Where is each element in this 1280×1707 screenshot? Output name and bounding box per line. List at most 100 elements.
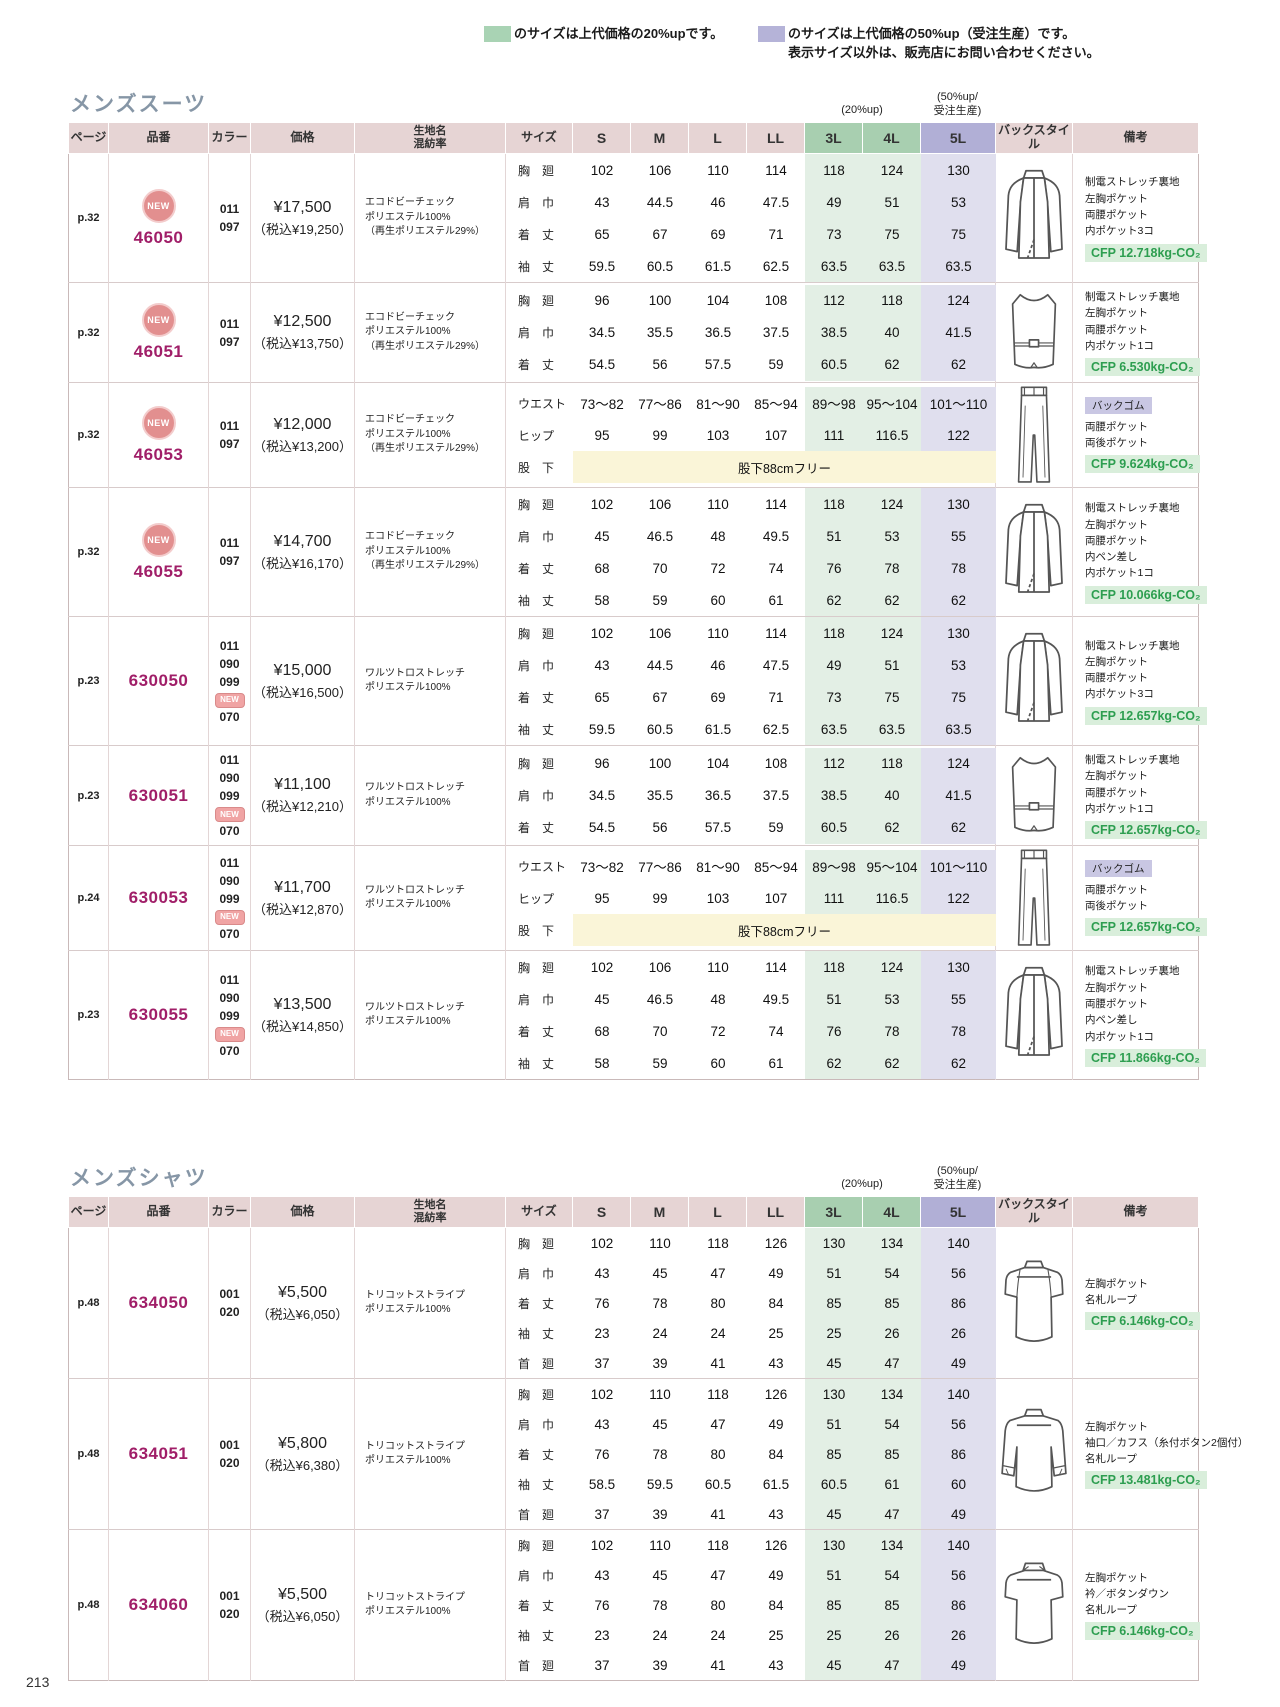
measurement-value: 51 (805, 983, 863, 1016)
measurement-value: 85 (805, 1590, 863, 1620)
measurement-value: 51 (805, 1409, 863, 1439)
measurement-value: 124 (921, 284, 996, 317)
remarks-cell: 制電ストレッチ裏地 左胸ポケット 両腰ポケット 内ポケット3コ CFP 12.718kg… (1072, 153, 1207, 283)
measurement-value: 37.5 (762, 788, 790, 804)
measurement-value: 126 (764, 1537, 788, 1553)
measurement-value: 130 (805, 1530, 863, 1560)
fabric-line: （再生ポリエステル29%） (365, 560, 486, 572)
remark-line: 左胸ポケット (1085, 770, 1148, 783)
measurement-value: 62 (805, 584, 863, 617)
measurement-value: 102 (590, 625, 614, 641)
measurement-value: 60.5 (646, 721, 674, 737)
measurement-value: 130 (805, 1228, 863, 1258)
measurement-value: 58 (594, 592, 610, 608)
cfp-label: CFP 9.624kg-CO₂ (1085, 455, 1200, 474)
measurement-value: 85 (863, 1590, 921, 1620)
measurement-label: 着 丈 (518, 227, 555, 242)
col-header-4: 生地名 混紡率 (354, 1196, 506, 1228)
remark-line: 名札ループ (1085, 1294, 1137, 1306)
measurement-value: 41 (710, 1506, 726, 1522)
remark-line: 左胸ポケット (1085, 192, 1148, 205)
measurement-value: 62 (921, 1047, 996, 1080)
measurement-value: 54.5 (588, 820, 616, 836)
fabric-line: （再生ポリエステル29%） (365, 443, 486, 455)
measurements-cell: ウエスト 73～82 77～86 81～90 85～94 89～98 95～104 101～1… (505, 845, 996, 951)
col-header-2: カラー (208, 1196, 251, 1228)
measurement-value: 24 (710, 1627, 726, 1643)
measurement-value: 70 (652, 1023, 668, 1039)
measurement-value: 75 (863, 681, 921, 714)
color-code: 097 (219, 554, 240, 569)
remark-line: 制電ストレッチ裏地 (1085, 502, 1180, 515)
measurement-value: 26 (863, 1318, 921, 1348)
remark-line: 両腰ポケット (1085, 997, 1148, 1010)
green-legend-swatch (484, 26, 511, 42)
label-50up: (50%up/受注生産) (910, 90, 1005, 119)
remarks-cell: 左胸ポケット 名札ループ CFP 6.146kg-CO₂ (1072, 1227, 1200, 1379)
measurement-value: 54 (863, 1409, 921, 1439)
measurement-value: 24 (652, 1325, 668, 1341)
measurement-value: 49 (768, 1265, 784, 1281)
measurement-value: 49.5 (762, 991, 790, 1007)
remarks-cell: 左胸ポケット 袖口／カフス（糸付ボタン2個付） 名札ループ CFP 13.481kg-… (1072, 1378, 1248, 1530)
measurement-value: 49 (768, 1416, 784, 1432)
measurement-value: 110 (707, 496, 729, 512)
fabric-cell: トリコットストライプ ポリエステル100% (354, 1227, 506, 1379)
fabric-line: エコドビーチェック (365, 197, 455, 209)
measurement-value: 49 (768, 1567, 784, 1583)
price: ¥11,700 (274, 878, 331, 896)
remarks-cell: 制電ストレッチ裏地 左胸ポケット 両腰ポケット 内ペン差し 内ポケット1コ CFP 10.… (1072, 487, 1207, 617)
measurement-value: 45 (805, 1650, 863, 1680)
measurement-value: 114 (765, 162, 787, 178)
measurement-value: 47.5 (762, 194, 790, 210)
pants-back-illustration (996, 846, 1072, 950)
measurement-value: 102 (590, 496, 614, 512)
back-gum-badge: バックゴム (1085, 396, 1152, 414)
remark-line: 両後ポケット (1085, 900, 1148, 913)
remark-line: 名札ループ (1085, 1453, 1137, 1466)
measurement-label: 着 丈 (518, 690, 555, 705)
col-header-13: バックスタイル (995, 122, 1073, 154)
fabric-cell: トリコットストライプ ポリエステル100% (354, 1378, 506, 1530)
fabric-line: エコドビーチェック (365, 414, 455, 426)
fabric-line: ポリエステル100% (365, 1304, 451, 1315)
col-header-2: カラー (208, 122, 251, 154)
new-badge: NEW (214, 692, 245, 708)
price: ¥11,100 (274, 776, 331, 794)
measurement-value: 63.5 (805, 250, 863, 282)
measurement-value: 78 (652, 1597, 668, 1613)
measurement-value: 78 (863, 552, 921, 585)
measurement-value: 67 (652, 689, 668, 705)
measurement-value: 104 (706, 756, 730, 772)
remarks: バックゴム 両腰ポケット 両後ポケット CFP 9.624kg-CO₂ (1085, 396, 1200, 474)
measurement-value: 61.5 (762, 1476, 790, 1492)
remark-line: 制電ストレッチ裏地 (1085, 965, 1180, 978)
measurement-value: 130 (805, 1379, 863, 1409)
label-50up-line2: 受注生産) (933, 1179, 982, 1192)
measurement-value: 126 (764, 1386, 788, 1402)
fabric-cell: エコドビーチェック ポリエステル100% （再生ポリエステル29%） (354, 153, 506, 283)
measurement-value: 23 (594, 1627, 610, 1643)
col-header-11: 4L (862, 1196, 921, 1228)
measurement-value: 61 (863, 1469, 921, 1499)
price-tax: （税込¥16,170） (253, 555, 352, 571)
measurement-value: 37 (594, 1506, 610, 1522)
measurement-value: 68 (594, 1023, 610, 1039)
col-header-5: サイズ (505, 122, 573, 154)
col-header-12: 5L (920, 122, 996, 154)
measurement-value: 96 (594, 756, 610, 772)
measurement-label: 胸 廻 (518, 294, 555, 309)
legend-20up-text: のサイズは上代価格の20%upです。 (514, 26, 724, 41)
fabric-line: ワルツトロストレッチ (365, 782, 465, 794)
measurement-value: 44.5 (646, 194, 674, 210)
remark-line: 両腰ポケット (1085, 672, 1148, 685)
measurement-value: 45 (652, 1567, 668, 1583)
color-code: 099 (219, 1008, 240, 1023)
measurements-cell: ウエスト 73～82 77～86 81～90 85～94 89～98 95～104 101～1… (505, 382, 996, 488)
measurement-value: 24 (652, 1627, 668, 1643)
col-header-8: L (688, 122, 747, 154)
catalog-table: ページ 品番 カラー 価格 生地名 混紡率 サイズ S M L LL 3L 4L 5L バックスタイル 備考 p… (68, 1196, 1248, 1681)
measurement-value: 58.5 (588, 1476, 616, 1492)
product-row-634060: p.48 634060 001 020 ¥5,500 （税込¥6,050） トリコットストラ… (68, 1529, 1200, 1681)
measurement-value: 80 (710, 1295, 726, 1311)
